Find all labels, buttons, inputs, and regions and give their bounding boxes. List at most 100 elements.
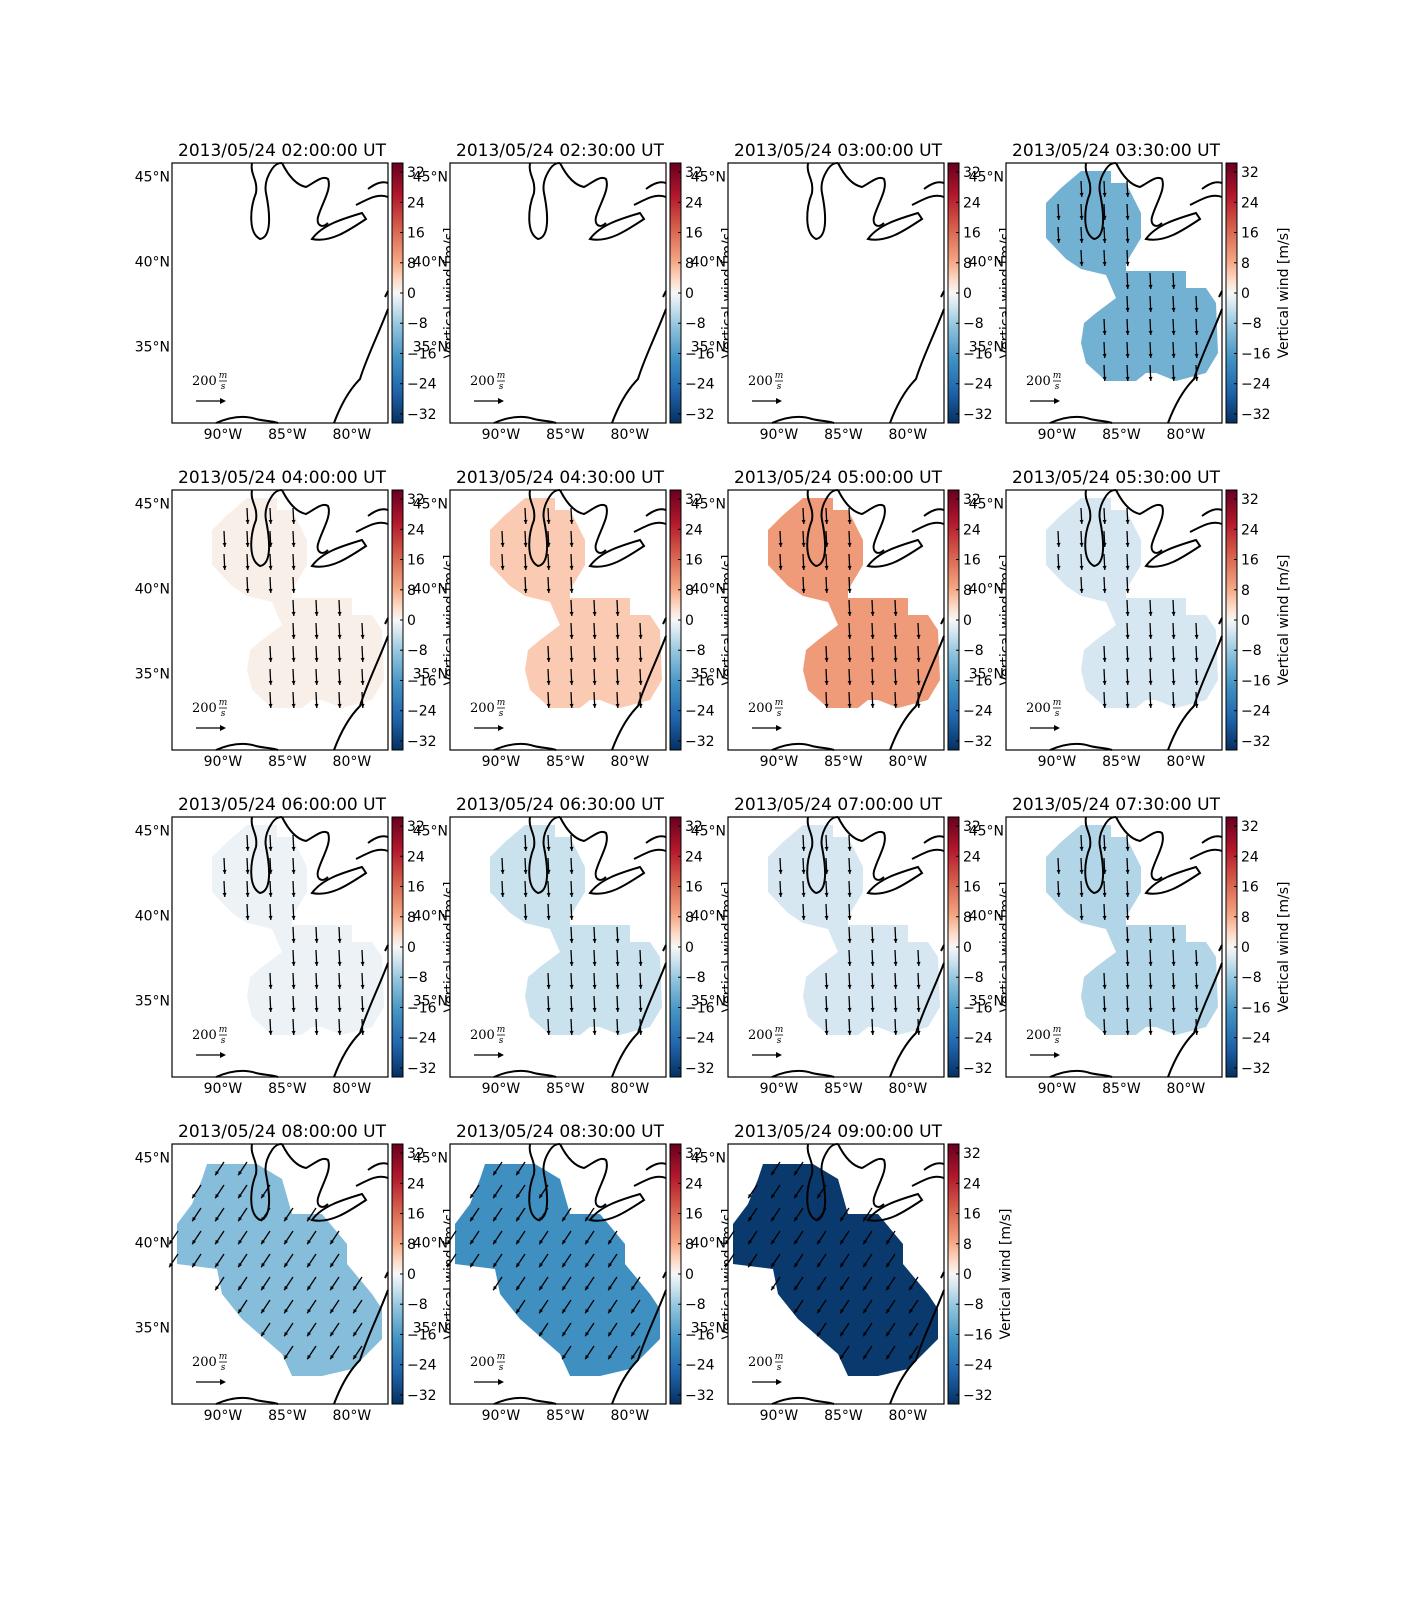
arrow-head: [615, 634, 620, 639]
arrow-head: [330, 1239, 335, 1245]
arrow-head: [245, 519, 250, 524]
colorbar-tick-label: 8: [963, 910, 972, 926]
arrow-head: [470, 1239, 475, 1245]
arrow-head: [291, 915, 296, 920]
arrow-head: [870, 657, 875, 662]
arrow-head: [215, 1170, 220, 1176]
lon-tick-label: 85°W: [546, 427, 585, 443]
arrow-head: [1125, 657, 1130, 662]
arrow-head: [615, 611, 620, 616]
colorbar-tick-label: 0: [963, 1267, 972, 1283]
quiver-key-value: 200: [1026, 701, 1051, 716]
arrow-head: [1148, 1007, 1153, 1012]
arrow-head: [840, 1285, 845, 1291]
arrow-head: [500, 892, 505, 897]
arrow-head: [562, 1262, 567, 1268]
arrow-head: [771, 1170, 776, 1176]
arrow-head: [909, 1308, 914, 1314]
arrow-head: [1102, 588, 1107, 593]
arrow-head: [470, 1216, 475, 1222]
arrow-head: [523, 892, 528, 897]
colorbar-tick-label: −16: [963, 1327, 993, 1343]
arrow-head: [725, 1239, 730, 1245]
arrow-head: [222, 542, 227, 547]
arrow-head: [314, 984, 319, 989]
colorbar-tick-label: 32: [685, 1146, 703, 1162]
colorbar-tick-label: 16: [963, 1207, 981, 1223]
colorbar-tick-label: −16: [407, 1000, 437, 1016]
map-frame: [727, 162, 945, 424]
arrow-head: [1171, 1007, 1176, 1012]
arrow-head: [1148, 984, 1153, 989]
arrow-head: [539, 1308, 544, 1314]
colorbar-tick-label: 8: [407, 910, 416, 926]
arrow-head: [291, 519, 296, 524]
arrow-head: [1194, 984, 1199, 989]
arrow-head: [585, 1285, 590, 1291]
lat-tick-label: 45°N: [135, 1151, 170, 1167]
arrow-head: [801, 892, 806, 897]
arrow-head: [824, 680, 829, 685]
colorbar-tick-label: −8: [963, 970, 984, 986]
colorbar-tick-label: 16: [407, 880, 425, 896]
arrow-head: [500, 542, 505, 547]
arrow-head: [847, 892, 852, 897]
colorbar-tick-label: 16: [1241, 226, 1259, 242]
quiver-key-value: 200: [748, 1355, 773, 1370]
quiver-key-value: 200: [192, 1355, 217, 1370]
colorbar-tick-label: −32: [963, 407, 993, 423]
arrow-head: [238, 1193, 243, 1199]
arrow-head: [592, 984, 597, 989]
map-background: [450, 163, 666, 423]
quiver-key-unit: m: [219, 371, 228, 381]
arrow-head: [493, 1193, 498, 1199]
arrow-head: [1194, 330, 1199, 335]
quiver-key-unit: m: [497, 371, 506, 381]
lon-tick-label: 85°W: [546, 1081, 585, 1097]
colorbar-tick-label: 0: [685, 1267, 694, 1283]
panel: 2013/05/24 08:30:00 UT 200 ms 45°N 40°N 35°N 9…: [413, 1122, 736, 1424]
colorbar-tick-label: 16: [685, 553, 703, 569]
colorbar-tick-label: −16: [1241, 346, 1271, 362]
arrow-head: [840, 1354, 845, 1360]
quiver-key-unit: s: [499, 382, 504, 392]
arrow-head: [794, 1239, 799, 1245]
colorbar-tick-label: −16: [685, 1000, 715, 1016]
lon-tick-label: 90°W: [204, 1081, 243, 1097]
colorbar-tick-label: 8: [685, 910, 694, 926]
arrow-head: [268, 1007, 273, 1012]
arrow-head: [1148, 353, 1153, 358]
arrow-head: [523, 588, 528, 593]
quiver-key-unit: s: [777, 709, 782, 719]
arrow-head: [870, 984, 875, 989]
arrow-head: [1102, 846, 1107, 851]
lon-tick-label: 80°W: [889, 1081, 928, 1097]
colorbar-tick-label: 8: [963, 1237, 972, 1253]
arrow-head: [840, 1239, 845, 1245]
colorbar-tick-label: −8: [963, 316, 984, 332]
arrow-head: [546, 519, 551, 524]
arrow-head: [1125, 353, 1130, 358]
colorbar-tick-label: 24: [407, 195, 425, 211]
lon-tick-label: 85°W: [1102, 427, 1141, 443]
arrow-head: [268, 657, 273, 662]
arrow-head: [1148, 611, 1153, 616]
arrow-head: [220, 1052, 226, 1058]
arrow-head: [824, 846, 829, 851]
colorbar-tick-label: −32: [685, 734, 715, 750]
lon-tick-label: 90°W: [482, 754, 521, 770]
arrow-head: [847, 588, 852, 593]
arrow-head: [909, 1354, 914, 1360]
arrow-head: [638, 680, 643, 685]
arrow-head: [870, 1007, 875, 1012]
arrow-head: [847, 1030, 852, 1035]
arrow-head: [870, 634, 875, 639]
arrow-head: [1079, 892, 1084, 897]
map-frame: [449, 816, 667, 1078]
arrow-head: [631, 1308, 636, 1314]
panel-title: 2013/05/24 03:00:00 UT: [734, 141, 943, 161]
lat-tick-label: 45°N: [135, 497, 170, 513]
arrow-head: [638, 1030, 643, 1035]
